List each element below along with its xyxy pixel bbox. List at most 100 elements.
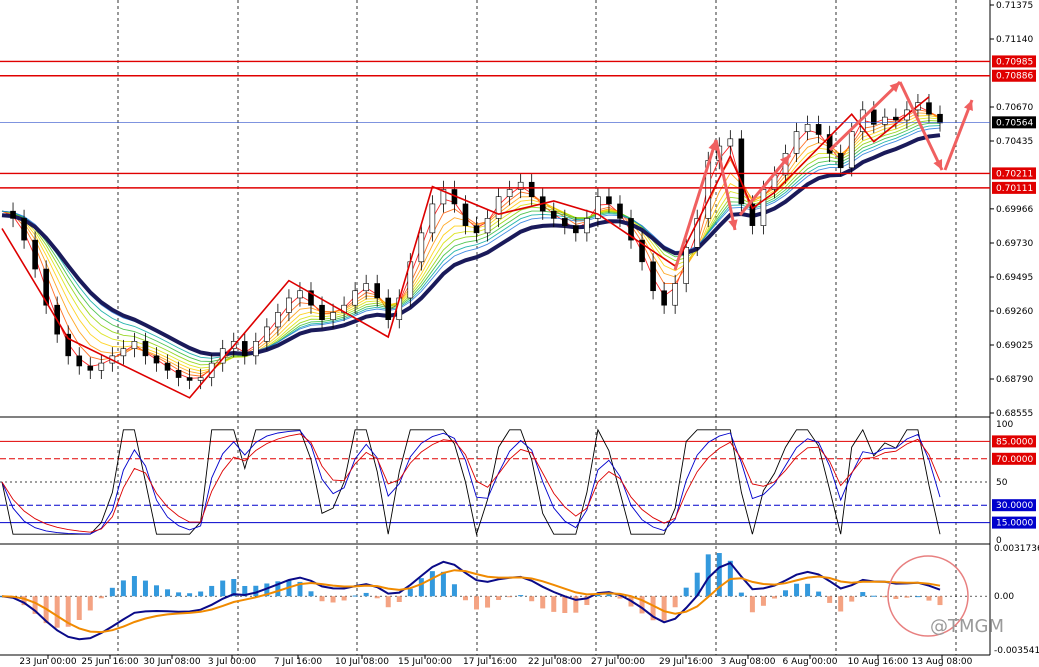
- macd-line: [1, 560, 941, 641]
- macd-histogram-bar: [65, 596, 71, 627]
- macd-histogram-bar: [440, 571, 446, 597]
- candle-body: [142, 341, 149, 357]
- candle-body: [164, 362, 171, 371]
- candle-body: [352, 290, 358, 306]
- stoch-level-label: 30.0000: [996, 501, 1033, 511]
- stoch-level-label: 70.0000: [996, 455, 1033, 465]
- macd-histogram-bar: [540, 596, 546, 609]
- macd-histogram-bar: [418, 578, 424, 597]
- x-tick-label: 13 Aug 08:00: [912, 657, 973, 667]
- arrow-up-3: [828, 80, 902, 152]
- candle-body: [87, 365, 94, 371]
- macd-histogram-bar: [716, 553, 722, 597]
- price-panel[interactable]: 0.70985 0.70886 0.70564 0.70211 0.70111: [0, 55, 1036, 399]
- price-level-label: 0.70886: [996, 72, 1033, 82]
- macd-histogram-bar: [330, 596, 336, 603]
- macd-histogram-bar: [573, 596, 579, 613]
- x-tick-label: 30 Jun 08:00: [143, 657, 200, 667]
- y-tick-label: 0.68790: [996, 375, 1033, 385]
- macd-histogram-bar: [385, 596, 391, 608]
- candle-body: [617, 203, 623, 219]
- macd-histogram-bar: [937, 596, 943, 606]
- macd-panel[interactable]: 0.0031736 0.00 -0.003541: [0, 544, 1039, 656]
- x-tick-label: 22 Jul 08:00: [528, 657, 582, 667]
- macd-histogram-bar: [264, 583, 270, 597]
- y-tick-label: 0.71375: [996, 1, 1033, 11]
- macd-histogram-bar: [838, 596, 844, 612]
- macd-histogram-bar: [529, 596, 535, 602]
- y-tick-label: 0.69966: [996, 205, 1033, 215]
- macd-histogram-bar: [451, 584, 457, 597]
- price-level-label: 0.70211: [996, 169, 1033, 179]
- candle-body: [837, 152, 844, 169]
- price-level-label: 0.70985: [996, 57, 1033, 67]
- price-level-tag: [992, 55, 1036, 68]
- macd-histogram-bar: [352, 595, 358, 597]
- stoch-level-tag: [992, 499, 1036, 512]
- arrow-up-4: [943, 99, 974, 171]
- macd-y-label: 0.00: [994, 592, 1014, 602]
- macd-histogram-bar: [374, 596, 380, 599]
- candle-body: [10, 210, 16, 219]
- candle-body: [319, 304, 325, 320]
- candle-body: [517, 181, 524, 190]
- candle-body: [804, 124, 811, 132]
- y-tick-label: 0.70435: [996, 137, 1033, 147]
- macd-histogram-bar: [893, 596, 899, 600]
- candle-body: [550, 210, 557, 219]
- macd-histogram-bar: [650, 596, 656, 621]
- macd-histogram-bar: [760, 596, 766, 606]
- y-tick-label: 0.69260: [996, 307, 1033, 317]
- stochastic-panel[interactable]: 85.0000 70.0000 30.0000 15.0000 100 50 0: [0, 420, 1036, 546]
- x-tick-label: 3 Aug 08:00: [721, 657, 776, 667]
- macd-histogram-bar: [341, 596, 347, 601]
- candle-body: [661, 290, 667, 306]
- macd-histogram-bar: [794, 583, 800, 597]
- candle-body: [738, 138, 745, 205]
- candle-body: [208, 362, 215, 378]
- candle-body: [253, 341, 259, 357]
- macd-histogram-bar: [749, 596, 755, 613]
- candle-body: [506, 189, 513, 198]
- x-tick-label: 29 Jul 16:00: [659, 657, 713, 667]
- candle-body: [749, 203, 756, 226]
- x-tick-label: 25 Jun 16:00: [81, 657, 138, 667]
- candle-body: [473, 225, 480, 234]
- macd-histogram-bar: [816, 591, 822, 597]
- candle-body: [175, 370, 182, 378]
- time-axis: 23 Jun 00:00 25 Jun 16:00 30 Jun 08:00 3 Ju…: [19, 655, 973, 667]
- candle-body: [76, 355, 83, 367]
- candle-body: [462, 203, 469, 226]
- price-level-tag: [992, 167, 1036, 180]
- macd-histogram-bar: [120, 580, 126, 597]
- macd-histogram-bar: [496, 596, 502, 600]
- x-tick-label: 15 Jul 00:00: [398, 657, 452, 667]
- macd-y-label: -0.003541: [994, 646, 1039, 656]
- macd-histogram-bar: [507, 596, 513, 598]
- macd-histogram-bar: [131, 576, 137, 597]
- y-tick-label: 0.68555: [996, 409, 1033, 419]
- x-tick-label: 27 Jul 00:00: [591, 657, 645, 667]
- x-tick-label: 10 Jul 08:00: [335, 657, 389, 667]
- macd-histogram-bar: [926, 596, 932, 601]
- macd-histogram-bar: [308, 591, 314, 597]
- price-level-tag: [992, 116, 1036, 129]
- y-tick-label: 0.69495: [996, 273, 1033, 283]
- candle-body: [484, 218, 491, 234]
- candle-body: [727, 138, 734, 147]
- candle-body: [760, 189, 767, 226]
- candle-body: [21, 218, 27, 241]
- candle-body: [628, 218, 634, 241]
- macd-histogram-bar: [187, 593, 193, 597]
- candle-body: [98, 362, 105, 371]
- stoch-k-line: [1, 428, 941, 536]
- candle-body: [275, 312, 281, 328]
- arrow-up-1: [673, 139, 718, 271]
- candle-body: [374, 283, 381, 299]
- macd-histogram-bar: [462, 596, 468, 601]
- candle-body: [131, 341, 138, 349]
- macd-histogram-bar: [275, 581, 281, 597]
- macd-histogram-bar: [319, 596, 325, 602]
- candle-body: [65, 333, 72, 357]
- candle-body: [429, 203, 436, 234]
